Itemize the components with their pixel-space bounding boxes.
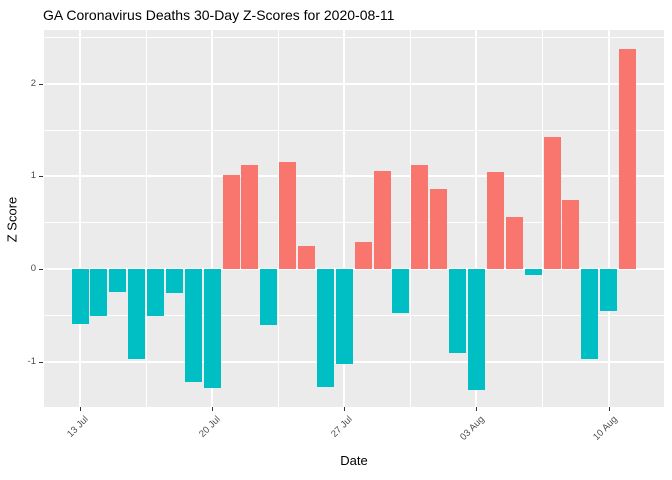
y-axis-title: Z Score bbox=[4, 196, 20, 243]
bar-negative bbox=[335, 268, 353, 365]
bar-negative bbox=[203, 268, 221, 388]
gridline-minor-vertical bbox=[542, 30, 544, 407]
gridline-major-horizontal bbox=[44, 360, 664, 363]
bar-negative bbox=[392, 268, 410, 314]
gridline-major-horizontal bbox=[44, 267, 664, 270]
bar-negative bbox=[316, 268, 334, 387]
bar-positive bbox=[373, 170, 391, 269]
bar-positive bbox=[430, 189, 448, 269]
y-tick-mark bbox=[39, 83, 43, 85]
gridline-minor-horizontal bbox=[44, 314, 664, 316]
y-tick-label: 2 bbox=[30, 77, 36, 89]
bar-positive bbox=[354, 242, 372, 269]
bar-negative bbox=[600, 268, 618, 311]
bar-negative bbox=[184, 268, 202, 382]
bar-negative bbox=[109, 268, 127, 293]
bar-positive bbox=[222, 174, 240, 269]
chart-title: GA Coronavirus Deaths 30-Day Z-Scores fo… bbox=[43, 7, 395, 23]
bar-negative bbox=[449, 268, 467, 354]
gridline-major-vertical bbox=[607, 30, 610, 407]
gridline-major-horizontal bbox=[44, 175, 664, 178]
x-tick-mark bbox=[476, 407, 478, 411]
gridline-major-vertical bbox=[343, 30, 346, 407]
x-tick-mark bbox=[212, 407, 214, 411]
x-tick-mark bbox=[608, 407, 610, 411]
x-tick-mark bbox=[344, 407, 346, 411]
bar-positive bbox=[411, 165, 429, 269]
y-tick-mark bbox=[39, 361, 43, 363]
gridline-minor-horizontal bbox=[44, 129, 664, 131]
bar-negative bbox=[71, 268, 89, 324]
plot-panel bbox=[44, 30, 664, 407]
bar-positive bbox=[619, 48, 637, 269]
gridline-minor-horizontal bbox=[44, 36, 664, 38]
x-tick-mark bbox=[80, 407, 81, 411]
bar-negative bbox=[90, 268, 108, 317]
bar-negative bbox=[467, 268, 485, 391]
y-tick-mark bbox=[39, 176, 43, 178]
bar-negative bbox=[165, 268, 183, 294]
bar-positive bbox=[298, 245, 316, 269]
gridline-major-vertical bbox=[211, 30, 214, 407]
bar-positive bbox=[241, 165, 259, 269]
gridline-major-vertical bbox=[475, 30, 478, 407]
bar-negative bbox=[581, 268, 599, 359]
bar-negative bbox=[128, 268, 146, 359]
bar-positive bbox=[562, 199, 580, 269]
bar-negative bbox=[260, 268, 278, 326]
gridline-major-vertical bbox=[79, 30, 81, 407]
gridline-minor-vertical bbox=[277, 30, 279, 407]
bar-positive bbox=[505, 217, 523, 269]
gridline-minor-vertical bbox=[409, 30, 411, 407]
y-tick-label: -1 bbox=[27, 355, 36, 367]
bar-positive bbox=[543, 136, 561, 269]
gridline-minor-vertical bbox=[145, 30, 147, 407]
y-tick-label: 0 bbox=[30, 262, 36, 274]
gridline-minor-horizontal bbox=[44, 222, 664, 224]
gridline-major-horizontal bbox=[44, 82, 664, 85]
bar-positive bbox=[279, 162, 297, 269]
bar-positive bbox=[486, 171, 504, 269]
bar-negative bbox=[147, 268, 165, 317]
y-tick-mark bbox=[39, 268, 43, 270]
y-tick-label: 1 bbox=[30, 170, 36, 182]
bar-negative bbox=[524, 268, 542, 276]
x-axis-title: Date bbox=[340, 453, 368, 468]
